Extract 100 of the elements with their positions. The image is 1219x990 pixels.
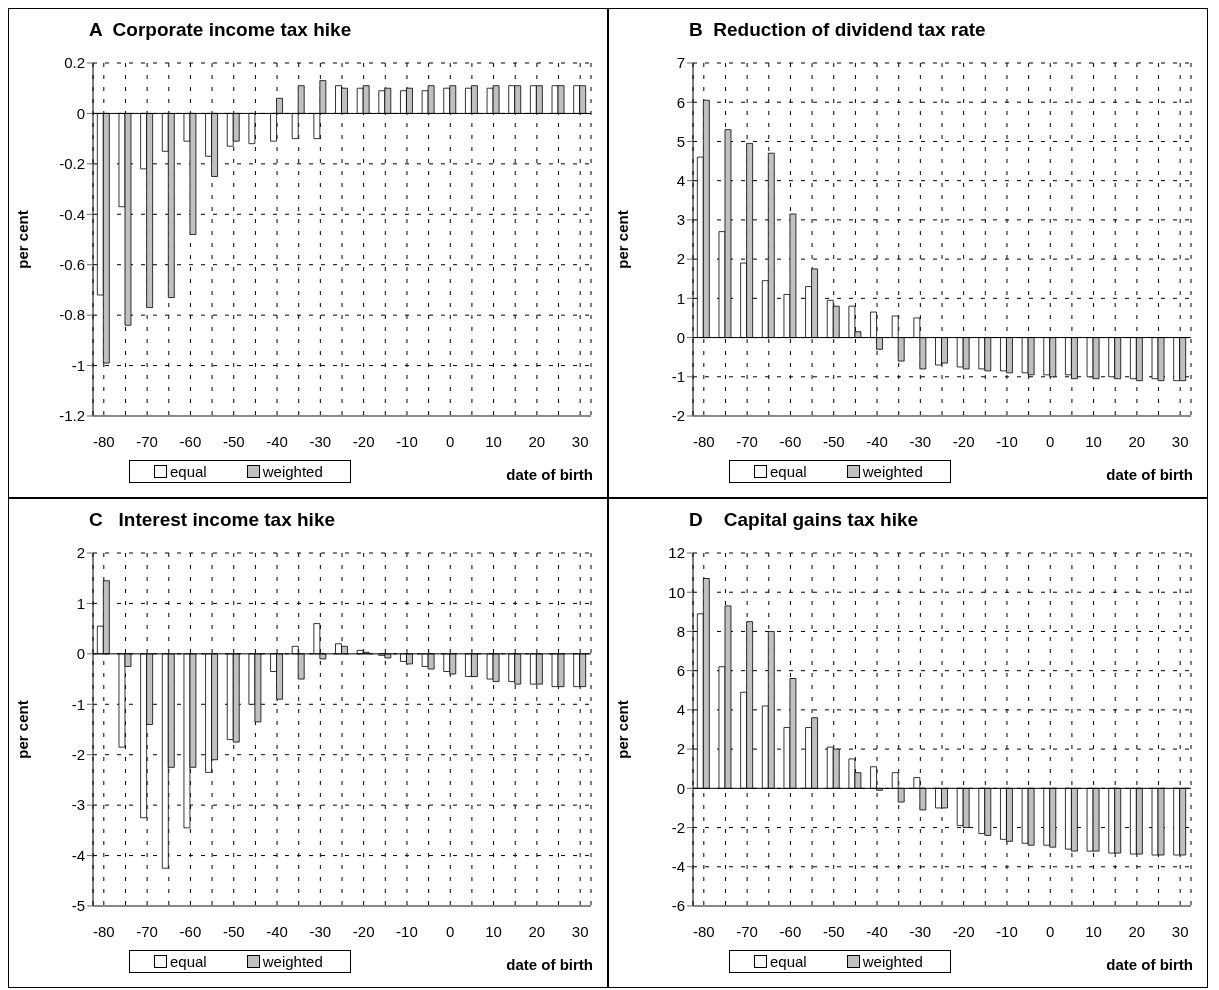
y-tick-label: 4 xyxy=(676,701,685,719)
y-tick-label: 6 xyxy=(676,93,685,111)
y-tick-label: -2 xyxy=(671,818,685,836)
y-tick-label: 1 xyxy=(676,289,685,307)
x-tick-label: 30 xyxy=(571,922,589,940)
x-tick-label: 20 xyxy=(528,922,546,940)
x-tick-label: 20 xyxy=(528,432,546,450)
x-tick-label: -40 xyxy=(866,922,888,940)
x-tick-label: -60 xyxy=(779,432,802,450)
x-tick-label: -50 xyxy=(822,922,845,940)
x-tick-label: -30 xyxy=(909,432,932,450)
x-tick-label: 30 xyxy=(571,432,589,450)
x-tick-label: -10 xyxy=(396,922,418,940)
x-tick-label: 20 xyxy=(1128,922,1146,940)
y-axis-title: per cent xyxy=(14,210,32,269)
y-tick-label: 3 xyxy=(676,211,685,229)
x-tick-label: -70 xyxy=(736,922,758,940)
x-tick-label: 10 xyxy=(485,432,502,450)
chart-title: B Reduction of dividend tax rate xyxy=(689,19,986,41)
x-tick-label: -60 xyxy=(179,922,202,940)
y-tick-label: 10 xyxy=(668,583,685,601)
x-axis-title: date of birth xyxy=(1106,956,1193,973)
y-tick-label: -1.2 xyxy=(59,407,85,425)
x-tick-label: -40 xyxy=(866,432,888,450)
x-tick-label: 0 xyxy=(1046,432,1055,450)
x-tick-label: -70 xyxy=(136,432,158,450)
y-tick-label: 4 xyxy=(676,171,685,189)
x-tick-label: 10 xyxy=(485,922,502,940)
x-tick-label: -70 xyxy=(736,432,758,450)
x-tick-label: -30 xyxy=(309,432,332,450)
y-tick-label: 2 xyxy=(76,544,85,562)
y-tick-label: 2 xyxy=(676,740,685,758)
x-tick-label: -20 xyxy=(952,432,975,450)
x-tick-label: -50 xyxy=(222,432,245,450)
y-tick-label: 2 xyxy=(676,250,685,268)
y-tick-label: -0.6 xyxy=(59,256,85,274)
x-tick-label: 0 xyxy=(446,922,455,940)
x-tick-label: -20 xyxy=(352,432,375,450)
x-tick-label: 10 xyxy=(1085,922,1102,940)
x-tick-label: 20 xyxy=(1128,432,1146,450)
y-axis-title: per cent xyxy=(14,700,32,759)
y-tick-label: -1 xyxy=(671,368,685,386)
x-tick-label: 0 xyxy=(1046,922,1055,940)
y-tick-label: -3 xyxy=(71,796,85,814)
legend-label: equal xyxy=(170,463,207,480)
y-tick-label: 7 xyxy=(676,54,685,72)
y-tick-label: 8 xyxy=(676,622,685,640)
y-tick-label: -0.2 xyxy=(59,155,85,173)
legend-label: equal xyxy=(770,463,807,480)
x-tick-label: 0 xyxy=(446,432,455,450)
x-tick-label: -10 xyxy=(996,432,1018,450)
x-tick-label: 10 xyxy=(1085,432,1102,450)
legend-label: weighted xyxy=(262,953,323,970)
legend-label: equal xyxy=(770,953,807,970)
legend-label: weighted xyxy=(262,463,323,480)
legend-label: weighted xyxy=(862,463,923,480)
x-tick-label: -80 xyxy=(92,922,115,940)
y-tick-label: 0.2 xyxy=(64,54,85,72)
y-axis-title: per cent xyxy=(614,210,632,269)
legend-label: equal xyxy=(170,953,207,970)
x-tick-label: -50 xyxy=(822,432,845,450)
y-tick-label: 6 xyxy=(676,661,685,679)
x-tick-label: -10 xyxy=(996,922,1018,940)
x-tick-label: -40 xyxy=(266,922,288,940)
x-tick-label: -20 xyxy=(952,922,975,940)
chart-title: A Corporate income tax hike xyxy=(89,19,352,41)
x-axis-title: date of birth xyxy=(1106,466,1193,483)
x-tick-label: 30 xyxy=(1171,922,1189,940)
y-tick-label: -0.4 xyxy=(59,205,85,223)
y-tick-label: 1 xyxy=(76,594,85,612)
y-tick-label: -2 xyxy=(71,746,85,764)
y-axis-title: per cent xyxy=(614,700,632,759)
y-tick-label: -1 xyxy=(71,695,85,713)
x-tick-label: -70 xyxy=(136,922,158,940)
x-axis-title: date of birth xyxy=(506,466,593,483)
y-tick-label: -4 xyxy=(671,858,685,876)
y-tick-label: -0.8 xyxy=(59,306,85,324)
legend-label: weighted xyxy=(862,953,923,970)
x-tick-label: -10 xyxy=(396,432,418,450)
x-tick-label: -30 xyxy=(909,922,932,940)
x-tick-label: -30 xyxy=(309,922,332,940)
y-tick-label: 0 xyxy=(676,779,685,797)
y-tick-label: -2 xyxy=(671,407,685,425)
x-tick-label: -40 xyxy=(266,432,288,450)
y-tick-label: -4 xyxy=(71,846,85,864)
x-tick-label: -80 xyxy=(692,922,715,940)
y-tick-label: 0 xyxy=(76,104,85,122)
y-tick-label: 5 xyxy=(676,132,685,150)
y-tick-label: 0 xyxy=(676,328,685,346)
y-tick-label: -1 xyxy=(71,356,85,374)
chart-title: C Interest income tax hike xyxy=(89,509,336,531)
x-tick-label: 30 xyxy=(1171,432,1189,450)
x-tick-label: -50 xyxy=(222,922,245,940)
y-tick-label: -5 xyxy=(71,897,85,915)
x-tick-label: -20 xyxy=(352,922,375,940)
x-tick-label: -80 xyxy=(692,432,715,450)
y-tick-label: 0 xyxy=(76,645,85,663)
x-tick-label: -60 xyxy=(179,432,202,450)
x-tick-label: -60 xyxy=(779,922,802,940)
x-axis-title: date of birth xyxy=(506,956,593,973)
